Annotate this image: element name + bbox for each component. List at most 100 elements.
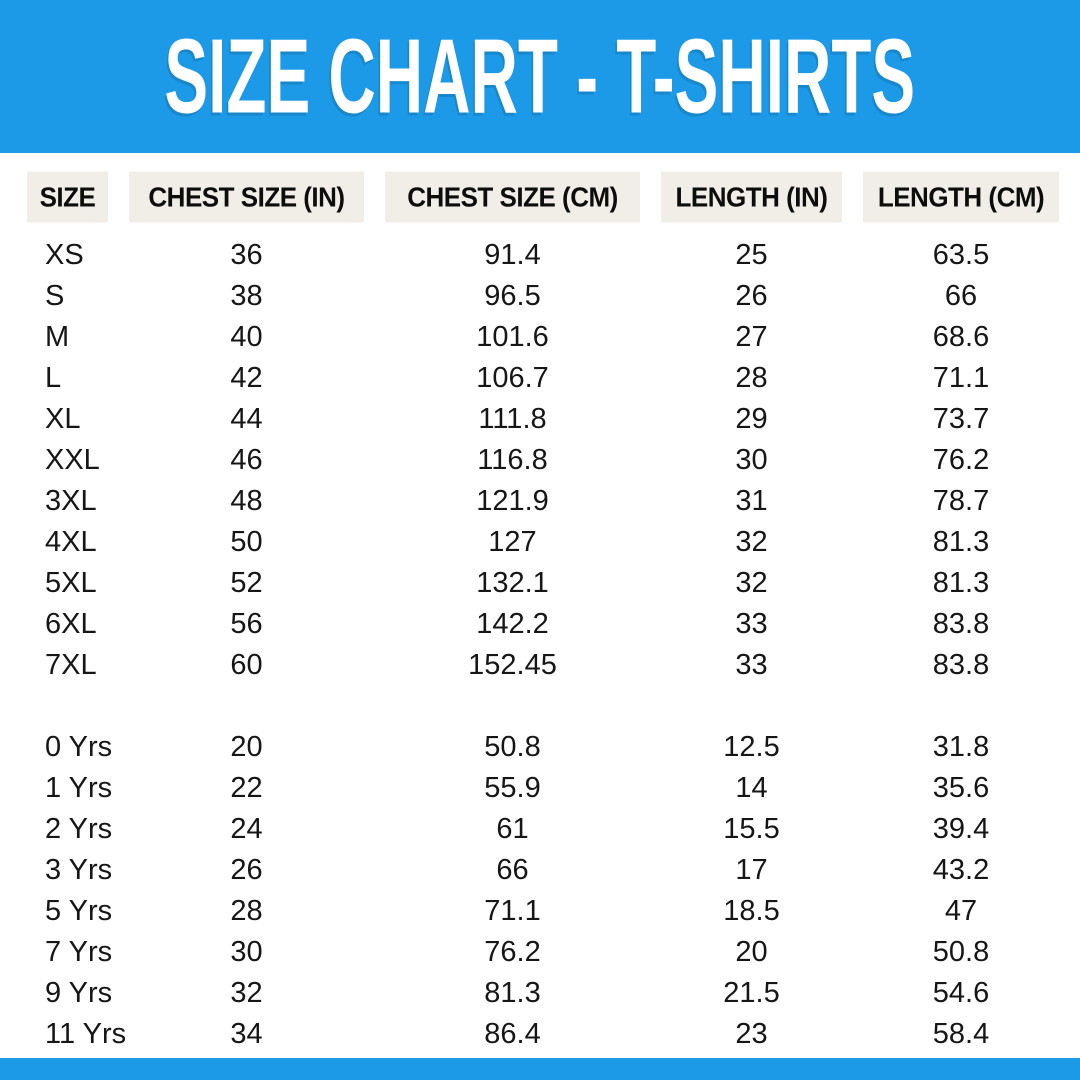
size-cell: 6XL [45, 608, 97, 640]
footer-bar [0, 1058, 1080, 1080]
value-cell: 32 [230, 977, 263, 1009]
value-cell: 91.4 [484, 239, 541, 271]
value-cell: 66 [496, 854, 529, 886]
value-cell: 28 [230, 895, 263, 927]
value-cell: 33 [735, 649, 768, 681]
size-cell: 3 Yrs [45, 854, 113, 886]
size-cell: 9 Yrs [45, 977, 113, 1009]
value-cell: 71.1 [484, 895, 541, 927]
value-cell: 152.45 [468, 649, 557, 681]
table-row: XS 36 91.4 25 63.5 [27, 235, 1080, 276]
size-cell: S [45, 280, 65, 312]
value-cell: 20 [735, 936, 768, 968]
page-title: SIZE CHART - T-SHIRTS [164, 17, 916, 135]
size-cell: 2 Yrs [45, 813, 113, 845]
value-cell: 111.8 [478, 403, 547, 435]
value-cell: 30 [735, 444, 768, 476]
value-cell: 132.1 [476, 567, 549, 599]
table-row: 0 Yrs 20 50.8 12.5 31.8 [27, 727, 1080, 768]
value-cell: 42 [230, 362, 263, 394]
value-cell: 142.2 [476, 608, 549, 640]
size-cell: 7XL [45, 649, 97, 681]
value-cell: 32 [735, 567, 768, 599]
value-cell: 34 [230, 1018, 263, 1050]
size-cell: 11 Yrs [45, 1018, 127, 1050]
value-cell: 43.2 [932, 854, 990, 886]
value-cell: 56 [230, 608, 263, 640]
value-cell: 71.1 [932, 362, 990, 394]
adult-size-rows: XS 36 91.4 25 63.5 S 38 96.5 26 66 M 40 101.6 27 68.6 L… [27, 235, 1080, 686]
value-cell: 60 [230, 649, 263, 681]
value-cell: 32 [735, 526, 768, 558]
value-cell: 26 [735, 280, 768, 312]
table-row: 1 Yrs 22 55.9 14 35.6 [27, 768, 1080, 809]
value-cell: 25 [735, 239, 768, 271]
size-cell: XS [45, 239, 84, 271]
value-cell: 83.8 [932, 649, 990, 681]
value-cell: 24 [230, 813, 263, 845]
value-cell: 68.6 [932, 321, 990, 353]
value-cell: 27 [735, 321, 768, 353]
value-cell: 39.4 [932, 813, 990, 845]
size-cell: 0 Yrs [45, 731, 113, 763]
value-cell: 54.6 [932, 977, 990, 1009]
value-cell: 101.6 [476, 321, 549, 353]
value-cell: 81.3 [932, 526, 990, 558]
value-cell: 78.7 [932, 485, 990, 517]
value-cell: 58.4 [932, 1018, 990, 1050]
value-cell: 31 [735, 485, 768, 517]
value-cell: 36 [230, 239, 263, 271]
value-cell: 81.3 [932, 567, 990, 599]
header-size: SIZE [27, 171, 108, 223]
value-cell: 96.5 [484, 280, 541, 312]
value-cell: 63.5 [932, 239, 990, 271]
value-cell: 22 [230, 772, 263, 804]
value-cell: 12.5 [723, 731, 780, 763]
value-cell: 28 [735, 362, 768, 394]
size-cell: L [45, 362, 62, 394]
value-cell: 86.4 [484, 1018, 541, 1050]
table-row: 6XL 56 142.2 33 83.8 [27, 604, 1080, 645]
table-row: 5 Yrs 28 71.1 18.5 47 [27, 891, 1080, 932]
value-cell: 81.3 [484, 977, 541, 1009]
value-cell: 48 [230, 485, 263, 517]
value-cell: 40 [230, 321, 263, 353]
value-cell: 18.5 [723, 895, 780, 927]
value-cell: 46 [230, 444, 263, 476]
value-cell: 31.8 [932, 731, 990, 763]
value-cell: 50.8 [484, 731, 541, 763]
value-cell: 23 [735, 1018, 768, 1050]
size-cell: 5 Yrs [45, 895, 113, 927]
value-cell: 15.5 [723, 813, 780, 845]
table-row: L 42 106.7 28 71.1 [27, 358, 1080, 399]
table-row: XXL 46 116.8 30 76.2 [27, 440, 1080, 481]
title-banner: SIZE CHART - T-SHIRTS [0, 0, 1080, 153]
size-cell: 4XL [45, 526, 97, 558]
value-cell: 76.2 [484, 936, 541, 968]
table-row: XL 44 111.8 29 73.7 [27, 399, 1080, 440]
value-cell: 38 [230, 280, 263, 312]
value-cell: 29 [735, 403, 768, 435]
header-chest-cm: CHEST SIZE (CM) [385, 171, 640, 223]
value-cell: 47 [944, 895, 978, 927]
table-row: M 40 101.6 27 68.6 [27, 317, 1080, 358]
header-length-cm: LENGTH (CM) [863, 171, 1059, 223]
value-cell: 44 [230, 403, 263, 435]
value-cell: 66 [944, 280, 978, 312]
value-cell: 14 [735, 772, 768, 804]
table-row: 9 Yrs 32 81.3 21.5 54.6 [27, 973, 1080, 1014]
value-cell: 50 [230, 526, 263, 558]
value-cell: 127 [488, 526, 537, 558]
size-cell: XXL [45, 444, 100, 476]
value-cell: 106.7 [476, 362, 549, 394]
table-row: 5XL 52 132.1 32 81.3 [27, 563, 1080, 604]
table-row: 7 Yrs 30 76.2 20 50.8 [27, 932, 1080, 973]
value-cell: 21.5 [723, 977, 780, 1009]
value-cell: 33 [735, 608, 768, 640]
table-row: 7XL 60 152.45 33 83.8 [27, 645, 1080, 686]
group-spacer [27, 686, 1080, 727]
header-length-in: LENGTH (IN) [661, 171, 842, 223]
value-cell: 17 [735, 854, 768, 886]
table-row: 2 Yrs 24 61 15.5 39.4 [27, 809, 1080, 850]
value-cell: 83.8 [932, 608, 990, 640]
